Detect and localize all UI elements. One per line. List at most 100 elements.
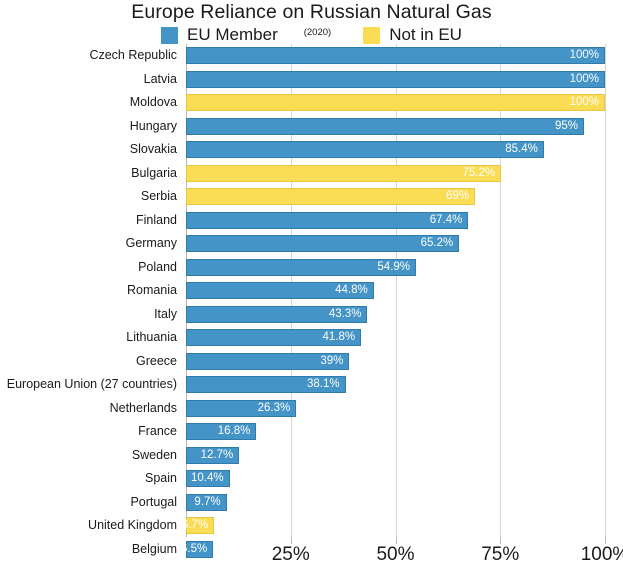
gridline-100 [605, 44, 606, 537]
bar-row: Spain 10.4% [145, 467, 605, 491]
bar-value-label: 12.7% [200, 448, 234, 461]
bar[interactable]: 69% [186, 188, 476, 205]
bar-value-label: 38.1% [307, 378, 340, 390]
x-axis-tick-mark [500, 537, 502, 544]
bar[interactable]: 67.4% [186, 211, 469, 229]
bar-row: Poland 54.9% [138, 256, 605, 280]
category-label: Serbia [140, 189, 177, 203]
bar-row: Sweden 12.7% [132, 444, 605, 468]
bar-value-label: 85.4% [505, 143, 538, 155]
category-label: Lithuania [126, 330, 177, 344]
bar-value-label: 100% [569, 96, 599, 108]
bar[interactable]: 41.8% [186, 329, 362, 346]
bar-row: Portugal 9.7% [130, 491, 605, 515]
bar-value-label: 69% [446, 190, 470, 202]
x-axis-tick-mark [395, 537, 397, 544]
bar[interactable]: 65.2% [186, 235, 460, 252]
category-label: Portugal [130, 494, 177, 509]
category-label: Sweden [131, 447, 177, 462]
bar-row: Hungary 95% [130, 115, 605, 139]
bar-value-label: 6.5% [181, 542, 208, 555]
category-label: Moldova [129, 95, 177, 109]
bar-value-label: 9.7% [194, 495, 221, 508]
bar-value-label: 39% [320, 354, 344, 367]
bar[interactable]: 10.4% [186, 470, 230, 487]
bar-row: Belgium 6.5% [132, 538, 605, 562]
category-label: France [138, 424, 177, 438]
category-label: Spain [145, 471, 177, 485]
bar[interactable]: 9.7% [186, 493, 227, 511]
x-axis-tick-mark [290, 537, 292, 544]
bar[interactable]: 75.2% [186, 164, 502, 182]
bar-row: Czech Republic 100% [89, 44, 605, 68]
category-label: Hungary [129, 118, 177, 133]
gridline-75 [500, 44, 502, 537]
bar[interactable]: 16.8% [186, 423, 257, 440]
category-label: Latvia [143, 71, 177, 86]
bar-row: Greece 39% [136, 350, 605, 374]
bar-row: United Kingdom 6.7% [88, 514, 605, 538]
bar[interactable]: 26.3% [186, 399, 297, 417]
chart-subtitle-year: (2020) [303, 26, 332, 38]
bar[interactable]: 6.7% [182, 517, 215, 534]
bar[interactable]: 100% [186, 47, 605, 64]
bar[interactable]: 100% [186, 94, 605, 111]
category-label: Czech Republic [89, 48, 177, 62]
legend-item-not-in-eu[interactable]: Not in EU [363, 25, 462, 45]
x-axis-tick-label: 75% [481, 544, 520, 565]
bar[interactable]: 38.1% [186, 376, 346, 393]
bar-value-label: 67.4% [429, 213, 463, 226]
category-label: United Kingdom [88, 518, 177, 532]
category-label: Bulgaria [131, 165, 177, 180]
category-label: European Union (27 countries) [6, 377, 177, 391]
bar-value-label: 75.2% [462, 166, 496, 179]
bar[interactable]: 12.7% [186, 446, 240, 464]
bar-row: European Union (27 countries) 38.1% [7, 373, 605, 397]
x-axis-tick-label: 25% [271, 544, 310, 565]
bar-row: Bulgaria 75.2% [131, 162, 605, 186]
category-label: Romania [126, 283, 177, 297]
plot-area: Czech Republic 100% Latvia 100% Moldova 100% H… [7, 44, 606, 558]
bar-value-label: 100% [569, 49, 599, 61]
x-axis-tick-mark [605, 537, 606, 544]
category-label: Italy [154, 306, 177, 321]
bar-row: Italy 43.3% [154, 303, 605, 327]
bar-row: Latvia 100% [144, 68, 605, 92]
bar-row: Slovakia 85.4% [130, 138, 605, 162]
bar[interactable]: 95% [186, 117, 585, 135]
bar-row: Finland 67.4% [136, 209, 605, 233]
bar[interactable]: 85.4% [186, 141, 544, 158]
category-label: Belgium [131, 541, 177, 556]
category-label: Finland [136, 212, 177, 227]
legend-item-eu-member[interactable]: EU Member [161, 25, 278, 45]
bar-value-label: 54.9% [377, 260, 411, 273]
category-label: Germany [125, 236, 177, 250]
bar-value-label: 95% [555, 119, 579, 132]
category-label: Netherlands [109, 400, 177, 415]
bar[interactable]: 44.8% [186, 282, 374, 299]
bar-value-label: 41.8% [322, 331, 356, 343]
bar[interactable]: 54.9% [186, 258, 417, 276]
bar[interactable]: 6.5% [181, 540, 214, 558]
bar[interactable]: 39% [186, 352, 350, 370]
category-label: Poland [138, 259, 177, 274]
category-label: Slovakia [129, 142, 177, 156]
bar-row: Romania 44.8% [127, 279, 605, 303]
bar-row: Germany 65.2% [126, 232, 605, 256]
bar-row: Moldova 100% [130, 91, 605, 115]
chart-legend: EU Member (2020) Not in EU [0, 25, 623, 45]
bar-value-label: 10.4% [190, 472, 224, 484]
chart-title: Europe Reliance on Russian Natural Gas [131, 1, 492, 23]
bar-value-label: 43.3% [328, 307, 362, 320]
bar-value-label: 44.8% [335, 284, 368, 296]
bar-value-label: 100% [569, 72, 599, 85]
bar-value-label: 26.3% [257, 401, 291, 414]
gridline-50 [395, 44, 397, 537]
bar[interactable]: 43.3% [186, 305, 368, 323]
bar-row: Lithuania 41.8% [126, 326, 605, 350]
category-label: Greece [136, 353, 177, 368]
bar-value-label: 16.8% [217, 425, 251, 437]
bar[interactable]: 100% [186, 70, 605, 88]
x-axis-tick-label: 50% [376, 544, 415, 565]
